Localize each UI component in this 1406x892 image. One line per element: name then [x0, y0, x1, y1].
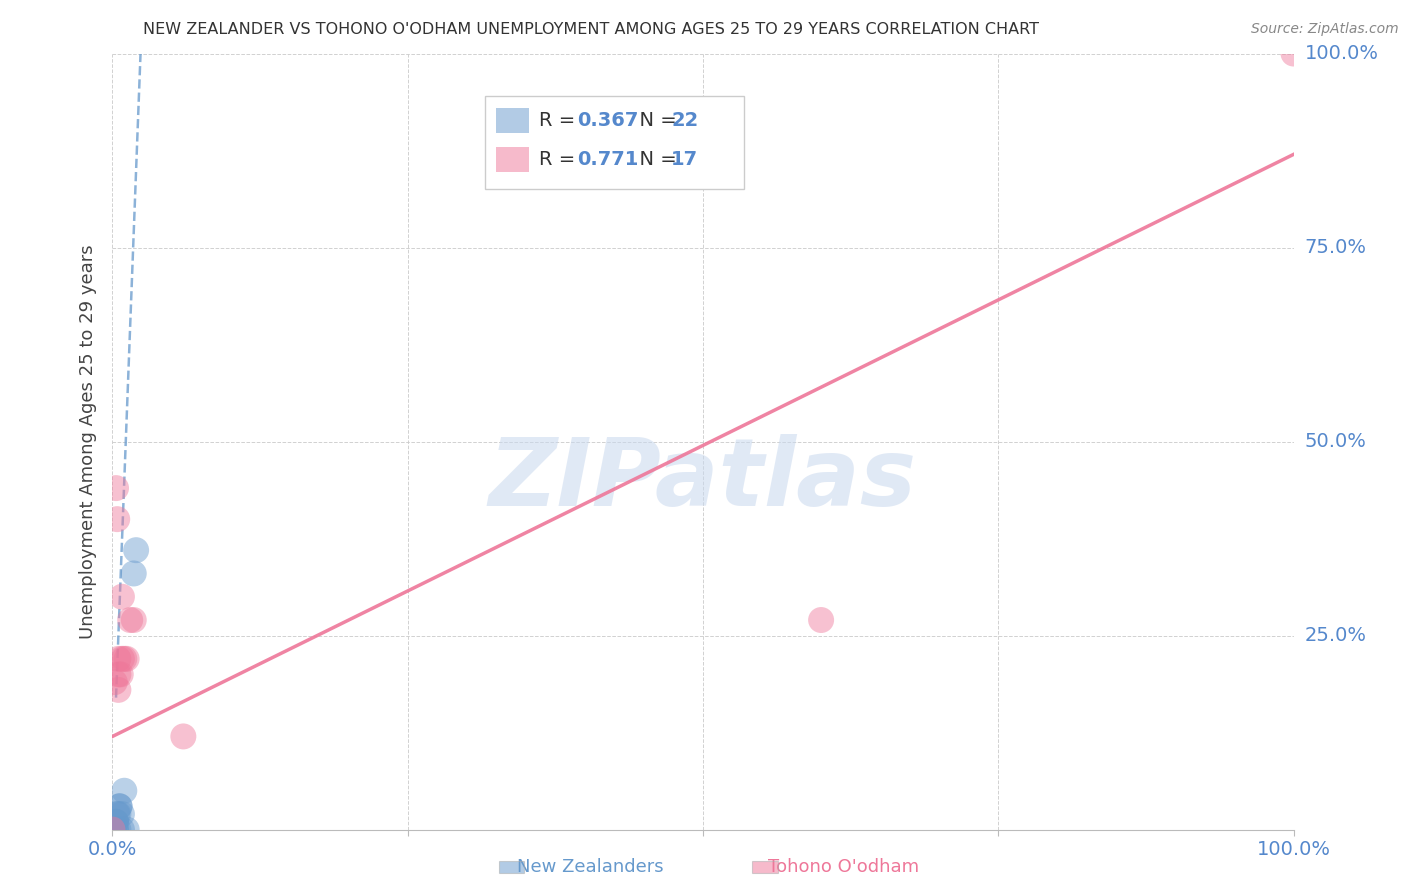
Point	[111, 822, 134, 837]
Text: 0.771: 0.771	[576, 150, 638, 169]
Point	[107, 652, 129, 666]
Point	[105, 807, 128, 822]
Point	[101, 822, 124, 837]
Point	[105, 814, 128, 829]
Text: R =: R =	[538, 150, 581, 169]
Point	[107, 822, 129, 837]
Point	[105, 481, 128, 495]
Point	[107, 807, 129, 822]
Text: 0.367: 0.367	[576, 111, 638, 129]
Text: R =: R =	[538, 111, 581, 129]
Point	[104, 675, 127, 690]
Point	[105, 814, 128, 829]
Point	[101, 822, 124, 837]
Point	[101, 822, 124, 837]
Point	[101, 822, 124, 837]
Y-axis label: Unemployment Among Ages 25 to 29 years: Unemployment Among Ages 25 to 29 years	[79, 244, 97, 639]
Text: 17: 17	[671, 150, 699, 169]
Point	[810, 613, 832, 627]
Point	[101, 822, 124, 837]
Text: 25.0%: 25.0%	[1305, 626, 1367, 645]
Point	[122, 566, 145, 581]
Point	[115, 822, 138, 837]
Point	[101, 822, 124, 837]
Text: 75.0%: 75.0%	[1305, 238, 1367, 257]
Point	[111, 652, 134, 666]
Point	[108, 799, 131, 814]
Point	[108, 799, 131, 814]
FancyBboxPatch shape	[496, 146, 530, 172]
Point	[112, 652, 135, 666]
Text: 100.0%: 100.0%	[1305, 44, 1379, 63]
Point	[122, 613, 145, 627]
Point	[111, 590, 134, 604]
Point	[107, 682, 129, 697]
Point	[105, 512, 128, 526]
Point	[107, 667, 129, 681]
Point	[120, 613, 142, 627]
Text: 22: 22	[671, 111, 699, 129]
Text: N =: N =	[627, 111, 683, 129]
Point	[110, 667, 132, 681]
Point	[101, 822, 124, 837]
Point	[112, 783, 135, 797]
FancyBboxPatch shape	[485, 96, 744, 189]
Point	[111, 807, 134, 822]
Point	[105, 822, 128, 837]
Point	[115, 652, 138, 666]
Text: N =: N =	[627, 150, 683, 169]
Text: Tohono O'odham: Tohono O'odham	[768, 858, 920, 876]
Text: 50.0%: 50.0%	[1305, 432, 1367, 451]
Text: NEW ZEALANDER VS TOHONO O'ODHAM UNEMPLOYMENT AMONG AGES 25 TO 29 YEARS CORRELATI: NEW ZEALANDER VS TOHONO O'ODHAM UNEMPLOY…	[142, 22, 1039, 37]
Text: New Zealanders: New Zealanders	[517, 858, 664, 876]
Text: ZIPatlas: ZIPatlas	[489, 434, 917, 526]
Point	[105, 822, 128, 837]
FancyBboxPatch shape	[496, 108, 530, 134]
Text: Source: ZipAtlas.com: Source: ZipAtlas.com	[1251, 22, 1399, 37]
Point	[125, 543, 148, 558]
Point	[1282, 46, 1305, 61]
Point	[172, 730, 194, 744]
Point	[101, 822, 124, 837]
